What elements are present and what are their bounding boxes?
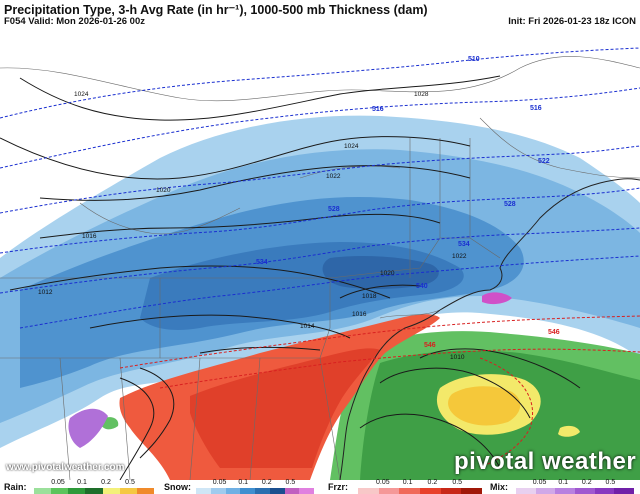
site-watermark: www.pivotalweather.com: [6, 462, 125, 473]
map-title: Precipitation Type, 3-h Avg Rate (in hr⁻…: [4, 3, 428, 17]
legend-rain-swatch: [34, 488, 52, 494]
pressure-label-1020b: 1020: [380, 270, 395, 277]
legend-rain-swatch: [119, 488, 137, 494]
legend-snow-swatch: [299, 488, 314, 494]
legend-rain-tick: 0.05: [51, 479, 65, 486]
legend-frzr-swatch: [461, 488, 483, 494]
legend-rain-swatch: [85, 488, 103, 494]
legend-frzr-tick: 0.2: [427, 479, 438, 486]
legend-rain-tick: 0.2: [101, 479, 111, 486]
legend-mix-swatch: [516, 488, 536, 494]
legend-snow-scale: [196, 488, 314, 494]
legend-snow-swatch: [255, 488, 270, 494]
thickness-lines: [0, 47, 640, 329]
legend-snow-swatch: [210, 488, 226, 494]
pressure-label-1022b: 1022: [452, 253, 467, 260]
legend-mix-swatch: [555, 488, 576, 494]
legend-snow-swatch: [240, 488, 255, 494]
pressure-label-1016: 1016: [82, 233, 97, 240]
legend-snow-tick: 0.2: [261, 479, 272, 486]
pressure-label-1020: 1020: [156, 187, 171, 194]
thickness-label-528b: 528: [504, 201, 516, 208]
legend-rain-swatch: [51, 488, 69, 494]
thickness-lines-red: [119, 315, 640, 469]
legend-rain: Rain: 0.05 0.1 0.2 0.5: [0, 479, 160, 494]
thickness-label-522: 522: [538, 158, 550, 165]
legend-frzr-swatch: [378, 488, 400, 494]
init-time: Init: Fri 2026-01-23 18z ICON: [508, 16, 636, 27]
pressure-label-1018: 1018: [362, 293, 377, 300]
thickness-label-528: 528: [328, 206, 340, 213]
pressure-labels: 1024 1028 1024 1022 1020 1016 1012 1014 …: [38, 91, 467, 361]
legend-mix-tick: 0.5: [605, 479, 616, 486]
legend-frzr-swatch: [440, 488, 462, 494]
legend-frzr: Frzr: 0.05 0.1 0.2 0.5: [328, 479, 488, 494]
legend-mix: Mix: 0.05 0.1 0.2 0.5: [488, 479, 640, 494]
isobars: [0, 75, 581, 480]
legend-snow-swatch: [284, 488, 300, 494]
thickness-label-534b: 534: [458, 241, 470, 248]
map-header: Precipitation Type, 3-h Avg Rate (in hr⁻…: [0, 0, 640, 28]
legend-frzr-tick: 0.05: [375, 479, 390, 486]
pressure-label-1016b: 1016: [352, 311, 367, 318]
legend-rain-scale: [34, 488, 154, 494]
pressure-label-1028: 1028: [414, 91, 429, 98]
thickness-label-546: 546: [548, 329, 560, 336]
thickness-label-546b: 546: [424, 342, 436, 349]
legend-snow-tick: 0.5: [285, 479, 296, 486]
legend-snow-swatch: [225, 488, 241, 494]
pressure-label-1024b: 1024: [344, 143, 359, 150]
thickness-label-540: 540: [416, 283, 428, 290]
pressure-label-1014: 1014: [300, 323, 315, 330]
legend-mix-label: Mix:: [490, 482, 508, 492]
thickness-labels: 510 516 516 522 528 528 534 534 540: [256, 56, 550, 290]
legend-snow-swatch: [269, 488, 285, 494]
legend-frzr-tick: 0.1: [402, 479, 413, 486]
legend-mix-swatch: [614, 488, 635, 494]
freezing-rain-area: [119, 314, 441, 480]
pressure-label-1010: 1010: [450, 354, 465, 361]
legend-snow-tick: 0.1: [238, 479, 249, 486]
rain-area: [100, 331, 640, 480]
legend-rain-tick: 0.1: [77, 479, 87, 486]
legend-frzr-swatch: [420, 488, 441, 494]
legend-mix-tick: 0.1: [558, 479, 569, 486]
legend-frzr-scale: [358, 488, 483, 494]
thickness-label-516b: 516: [530, 105, 542, 112]
legend-frzr-tick: 0.5: [452, 479, 463, 486]
thickness-label-510: 510: [468, 56, 480, 63]
legend-mix-tick: 0.05: [532, 479, 547, 486]
legend-mix-scale: [516, 488, 635, 494]
legend-snow: Snow: 0.05 0.1 0.2 0.5: [160, 479, 320, 494]
legend-snow-tick: 0.05: [212, 479, 227, 486]
legend-frzr-swatch: [358, 488, 379, 494]
legend-mix-swatch: [575, 488, 595, 494]
pressure-label-1022: 1022: [326, 173, 341, 180]
coastline: [339, 178, 640, 480]
legend-rain-label: Rain:: [4, 482, 27, 492]
legend-snow-swatch: [196, 488, 211, 494]
legend-frzr-label: Frzr:: [328, 482, 348, 492]
legend-mix-swatch: [535, 488, 556, 494]
legend-bar: Rain: 0.05 0.1 0.2 0.5 Snow: 0.05 0.1 0.2 0.5 …: [0, 479, 640, 494]
thickness-label-516: 516: [372, 106, 384, 113]
legend-mix-tick: 0.2: [581, 479, 592, 486]
pressure-label-1024a: 1024: [74, 91, 89, 98]
valid-time: F054 Valid: Mon 2026-01-26 00z: [4, 16, 145, 27]
legend-mix-swatch: [594, 488, 615, 494]
legend-rain-swatch: [68, 488, 86, 494]
legend-snow-label: Snow:: [164, 482, 191, 492]
pressure-label-1012: 1012: [38, 289, 53, 296]
legend-rain-swatch: [136, 488, 154, 494]
legend-rain-tick: 0.5: [125, 479, 135, 486]
legend-frzr-swatch: [399, 488, 421, 494]
mix-area: [68, 408, 108, 448]
thickness-label-534: 534: [256, 259, 268, 266]
legend-rain-swatch: [102, 488, 120, 494]
weather-map[interactable]: 510 516 516 522 528 528 534 534 540 546 …: [0, 28, 640, 480]
brand-watermark: pivotal weather: [454, 448, 637, 475]
